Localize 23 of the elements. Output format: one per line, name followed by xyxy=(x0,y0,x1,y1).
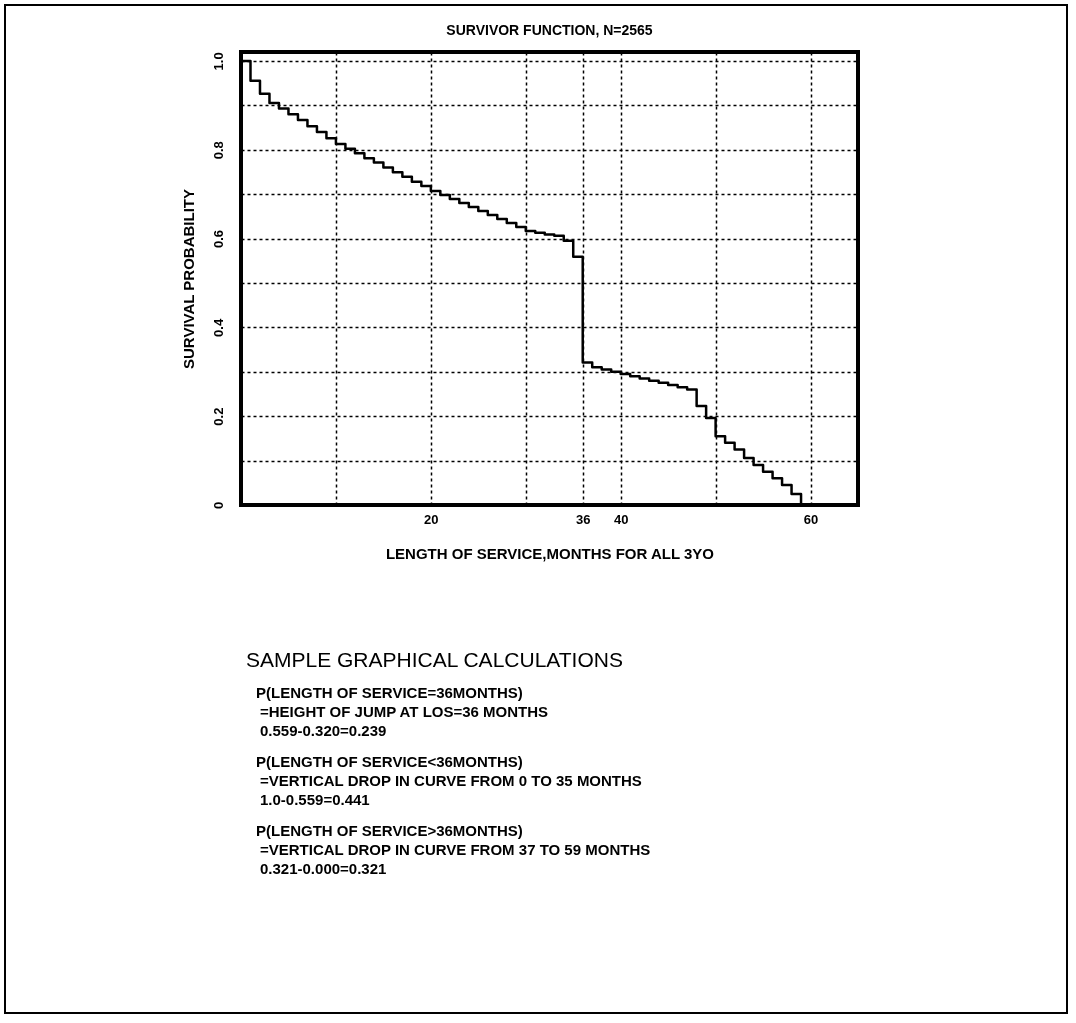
text: 1.0-0.559=0.441 xyxy=(260,791,371,808)
y-tick-label: 0.8 xyxy=(210,141,226,160)
text: SAMPLE GRAPHICAL CALCULATIONS xyxy=(246,648,624,672)
text: P(LENGTH OF SERVICE<36MONTHS) xyxy=(256,753,524,770)
text: =HEIGHT OF JUMP AT LOS=36 MONTHS xyxy=(260,703,550,720)
x-tick-label: 20 xyxy=(424,511,439,527)
x-axis-title: LENGTH OF SERVICE,MONTHS FOR ALL 3YO xyxy=(385,544,715,562)
x-tick-label: 40 xyxy=(613,511,629,527)
y-tick-label: 0.6 xyxy=(210,229,226,249)
y-tick-label: 0.2 xyxy=(210,407,226,426)
x-tick-label: 60 xyxy=(803,511,819,527)
text: =VERTICAL DROP IN CURVE FROM 37 TO 59 MONTHS xyxy=(260,841,651,858)
y-axis-title: SURVIVAL PROBABILITY xyxy=(179,188,197,370)
text: 0.321-0.000=0.321 xyxy=(260,860,388,877)
text: =VERTICAL DROP IN CURVE FROM 0 TO 35 MONTHS xyxy=(260,772,643,789)
y-tick-label: 0.4 xyxy=(210,318,226,337)
y-tick-label: 1.0 xyxy=(210,52,226,71)
chart-title: SURVIVOR FUNCTION, N=2565 xyxy=(446,21,653,38)
text: P(LENGTH OF SERVICE=36MONTHS) xyxy=(256,684,524,701)
text: P(LENGTH OF SERVICE>36MONTHS) xyxy=(256,822,524,839)
x-tick-label: 36 xyxy=(575,511,591,527)
text: 0.559-0.320=0.239 xyxy=(260,722,388,739)
y-tick-label: 0 xyxy=(210,501,226,510)
